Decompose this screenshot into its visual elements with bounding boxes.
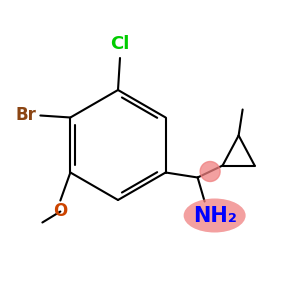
Text: Br: Br [16, 106, 36, 124]
Ellipse shape [184, 199, 246, 233]
Text: O: O [53, 202, 68, 220]
Text: Cl: Cl [110, 35, 130, 53]
Circle shape [200, 161, 220, 182]
Text: NH₂: NH₂ [193, 206, 237, 226]
